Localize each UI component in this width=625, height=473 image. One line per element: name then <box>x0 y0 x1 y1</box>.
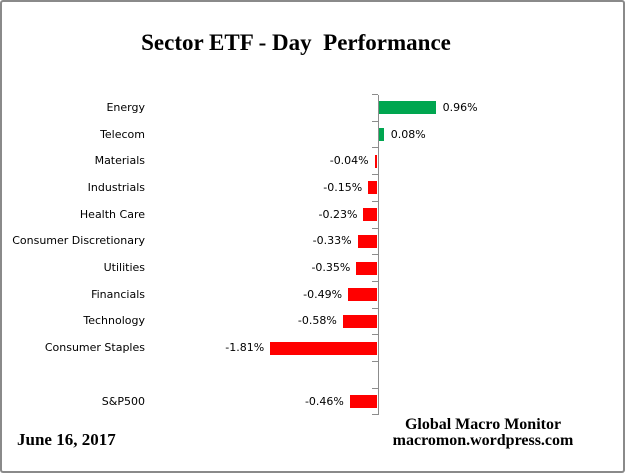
category-label: Health Care <box>79 207 145 221</box>
axis-tick <box>371 254 378 256</box>
negative-bar <box>356 261 377 275</box>
value-label: -0.15% <box>323 180 363 194</box>
positive-bar <box>379 128 384 142</box>
axis-tick <box>371 94 378 95</box>
category-label: Utilities <box>103 261 145 275</box>
axis-tick <box>371 387 378 389</box>
axis-tick <box>371 361 378 362</box>
category-label: S&P500 <box>101 394 145 408</box>
negative-bar <box>368 181 377 195</box>
positive-bar <box>379 101 436 115</box>
category-label: Financials <box>91 287 145 301</box>
axis-tick <box>371 120 378 122</box>
category-label: Industrials <box>87 180 145 194</box>
negative-bar <box>349 395 377 409</box>
date-label: June 16, 2017 <box>17 430 116 449</box>
value-label: -0.58% <box>297 314 337 328</box>
value-label: 0.96% <box>442 100 478 114</box>
axis-tick <box>371 334 378 336</box>
category-label: Consumer Staples <box>44 341 145 355</box>
category-label: Consumer Discretionary <box>12 234 145 248</box>
category-label: Technology <box>83 314 145 328</box>
negative-bar <box>374 154 377 168</box>
axis-tick <box>371 147 378 149</box>
value-label: -0.49% <box>303 287 343 301</box>
axis-tick <box>371 414 378 416</box>
value-label: -0.46% <box>304 394 344 408</box>
negative-bar <box>363 208 377 222</box>
chart-title: Sector ETF - Day Performance <box>141 30 451 55</box>
value-axis <box>377 94 379 415</box>
attribution-title: Global Macro Monitor <box>404 416 562 433</box>
category-label: Energy <box>106 100 145 114</box>
attribution-url: macromon.wordpress.com <box>392 431 574 449</box>
negative-bar <box>342 314 377 328</box>
negative-bar <box>270 341 377 355</box>
category-label: Materials <box>94 154 145 168</box>
negative-bar <box>357 234 377 248</box>
axis-tick <box>371 280 378 282</box>
axis-tick <box>371 200 378 202</box>
attribution-block: Global Macro Monitor macromon.wordpress.… <box>363 417 603 448</box>
value-label: -0.33% <box>312 234 352 248</box>
axis-tick <box>371 227 378 229</box>
category-label: Telecom <box>100 127 145 141</box>
negative-bar <box>348 288 377 302</box>
value-label: -0.23% <box>318 207 358 221</box>
value-label: 0.08% <box>390 127 426 141</box>
axis-tick <box>371 174 378 176</box>
value-label: -1.81% <box>225 341 265 355</box>
value-label: -0.35% <box>311 261 351 275</box>
axis-tick <box>371 307 378 309</box>
value-label: -0.04% <box>329 154 369 168</box>
